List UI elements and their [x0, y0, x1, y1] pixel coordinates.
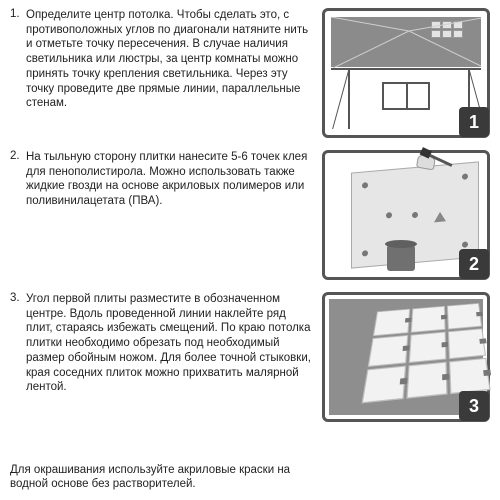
step-2-number: 2. [10, 150, 22, 209]
step-1-figure: 1 [322, 8, 490, 138]
step-2-badge: 2 [459, 249, 489, 279]
tile-grid-icon [361, 303, 490, 404]
footer-note: Для окрашивания используйте акриловые кр… [10, 463, 490, 492]
steps-list: 1. Определите центр потолка. Чтобы сдела… [10, 8, 490, 455]
step-1-badge: 1 [459, 107, 489, 137]
step-3-text: 3. Угол первой плиты разместите в обозна… [10, 292, 312, 395]
step-3-body: Угол первой плиты разместите в обозначен… [26, 292, 312, 395]
step-3-figure: 3 [322, 292, 490, 422]
step-2-text: 2. На тыльную сторону плитки нанесите 5-… [10, 150, 312, 209]
step-1-text: 1. Определите центр потолка. Чтобы сдела… [10, 8, 312, 111]
step-2-body: На тыльную сторону плитки нанесите 5-6 т… [26, 150, 312, 209]
step-3-badge: 3 [459, 391, 489, 421]
step-3-number: 3. [10, 292, 22, 395]
step-2-figure: 2 [322, 150, 490, 280]
step-1-body: Определите центр потолка. Чтобы сделать … [26, 8, 312, 111]
step-3: 3. Угол первой плиты разместите в обозна… [10, 292, 490, 422]
step-1-number: 1. [10, 8, 22, 111]
window-icon [382, 82, 430, 110]
glue-can-icon [387, 245, 415, 271]
step-1: 1. Определите центр потолка. Чтобы сдела… [10, 8, 490, 138]
step-2: 2. На тыльную сторону плитки нанесите 5-… [10, 150, 490, 280]
